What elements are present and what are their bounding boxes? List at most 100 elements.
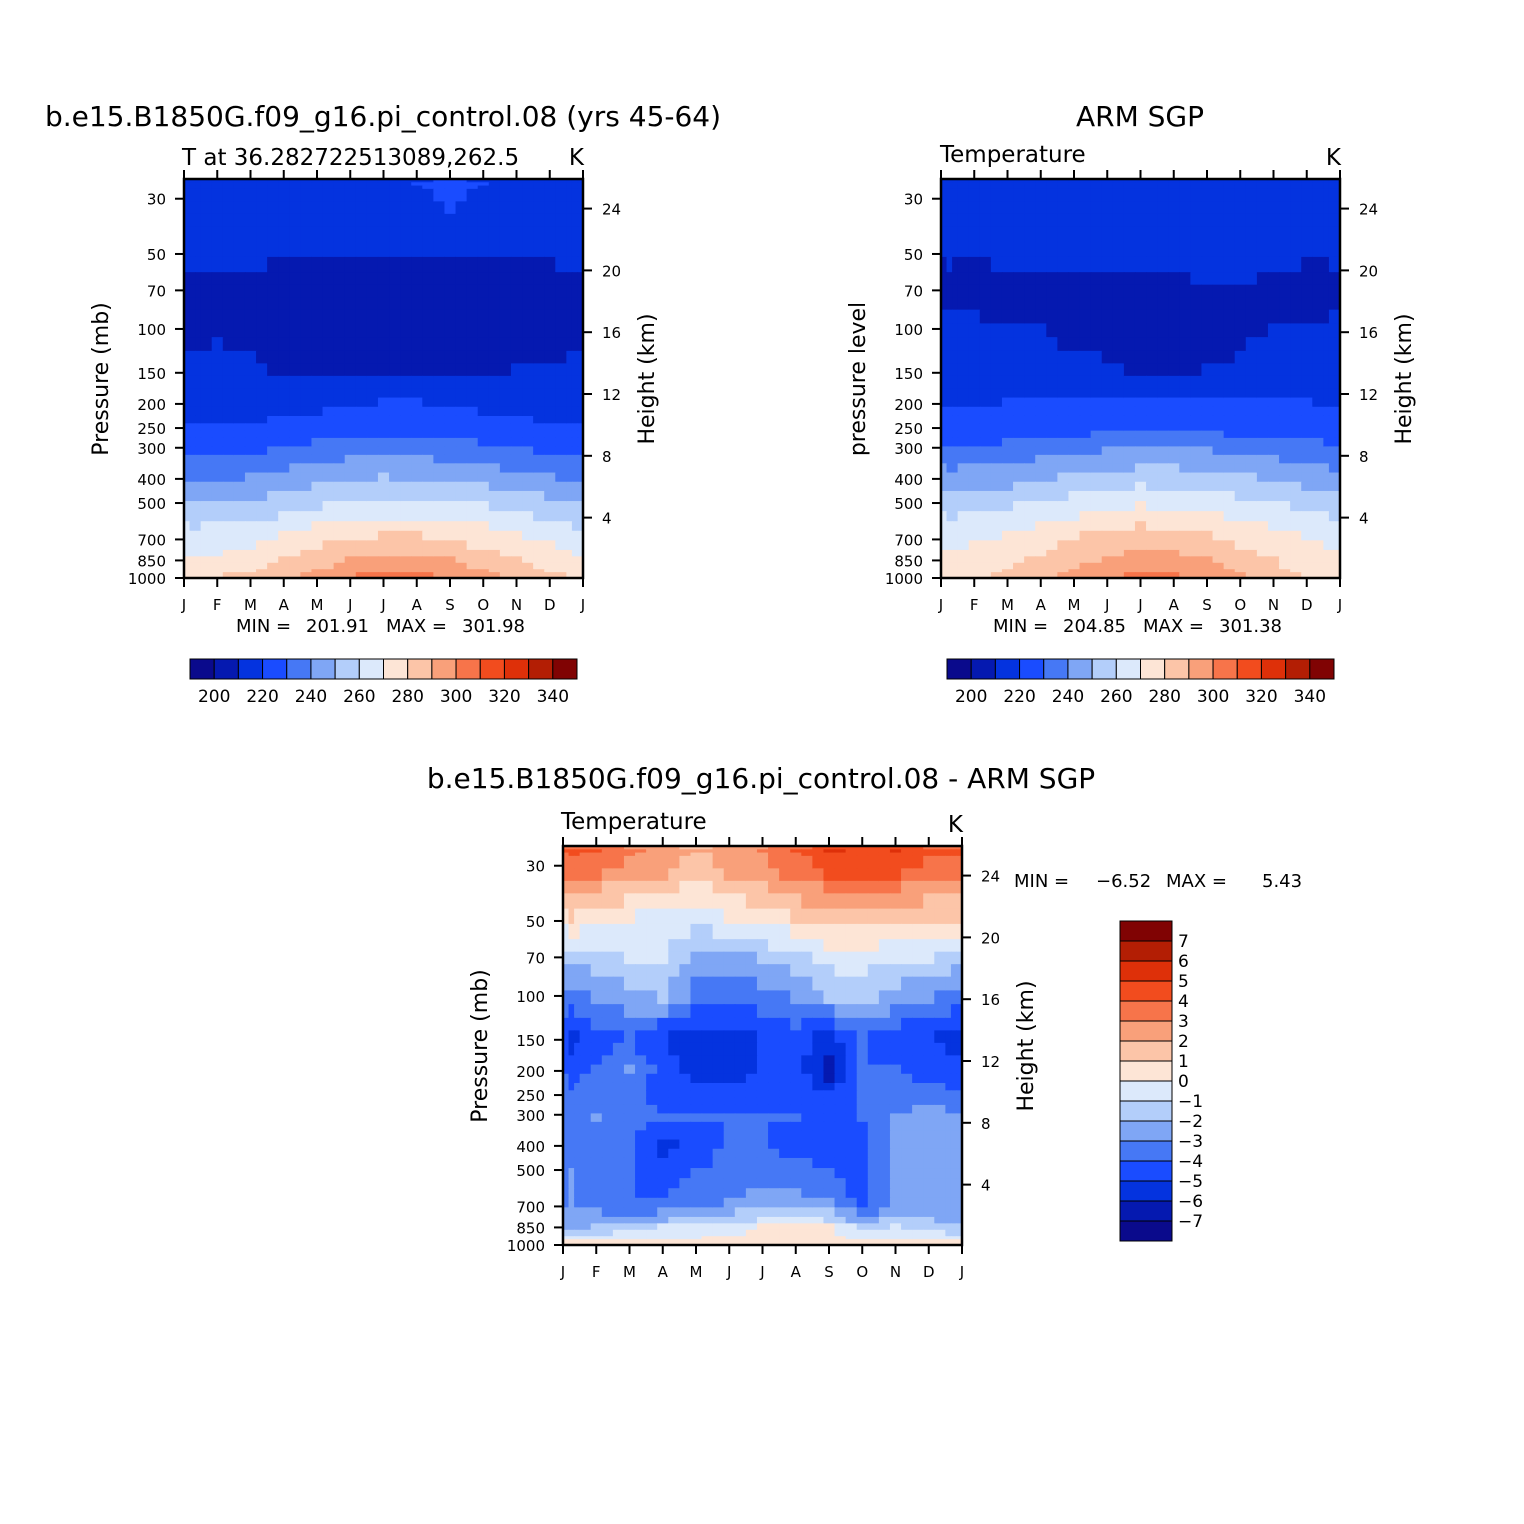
obs-cell <box>1234 406 1247 417</box>
diff-cell <box>623 849 636 854</box>
diff-cell <box>734 1229 747 1237</box>
obs-cell <box>1334 540 1340 551</box>
diff-cell <box>790 1082 802 1091</box>
obs-cell <box>1245 323 1258 338</box>
diff-cell <box>823 1097 836 1106</box>
diff-cell <box>945 868 952 882</box>
obs-cell <box>1290 446 1302 456</box>
diff-cell <box>756 1168 769 1179</box>
obs-cell <box>1334 188 1340 202</box>
model-cell <box>566 363 573 377</box>
obs-cell <box>1212 472 1225 483</box>
obs-cell <box>1146 430 1158 439</box>
diff-cell <box>801 1030 813 1044</box>
diff-cell <box>934 1207 946 1218</box>
obs-cell <box>1256 272 1269 286</box>
model-cell <box>499 540 512 551</box>
obs-cell <box>1334 556 1340 564</box>
diff-cell <box>745 1030 758 1044</box>
obs-cell <box>968 226 981 243</box>
obs-cell <box>1179 350 1191 364</box>
obs-cell <box>1068 572 1081 576</box>
model-cell <box>200 446 213 456</box>
diff-cell <box>823 893 836 910</box>
model-cell <box>571 350 579 364</box>
obs-cell <box>968 446 981 456</box>
diff-cell <box>579 846 592 850</box>
diff-cell <box>601 1178 614 1189</box>
diff-cell <box>889 1090 902 1099</box>
diff-cell <box>790 908 802 925</box>
obs-cell <box>946 481 953 492</box>
diff-cell <box>779 1139 791 1150</box>
diff-cell <box>823 964 836 978</box>
diff-cell <box>912 868 924 882</box>
model-cell <box>377 454 390 464</box>
model-cell <box>189 446 196 456</box>
diff-cell <box>745 964 758 978</box>
model-height-tick-label: 8 <box>602 448 612 466</box>
model-cell <box>289 226 301 243</box>
model-cell <box>477 572 490 576</box>
obs-cell <box>1046 454 1058 464</box>
model-cell <box>267 297 279 311</box>
obs-cell <box>1334 463 1340 474</box>
obs-cell <box>1013 549 1025 557</box>
diff-cell <box>612 1178 625 1189</box>
diff-cell <box>934 951 946 965</box>
model-cell <box>333 556 346 564</box>
obs-cell <box>1013 530 1025 541</box>
model-cell <box>333 454 346 464</box>
obs-cell <box>1157 185 1169 190</box>
model-cell <box>344 185 357 190</box>
obs-cell <box>968 179 981 183</box>
obs-cell <box>968 423 981 432</box>
diff-cell <box>889 868 902 882</box>
diff-cell <box>834 1097 847 1106</box>
obs-x-tick-label: J <box>1104 596 1109 614</box>
obs-cell <box>1223 562 1236 570</box>
model-cell <box>355 572 368 576</box>
obs-cell <box>1334 406 1340 417</box>
model-cell <box>411 284 423 298</box>
obs-cell <box>1168 201 1180 215</box>
model-cell <box>184 323 191 338</box>
diff-cell <box>790 951 802 965</box>
obs-cell <box>1035 323 1047 338</box>
obs-cell <box>1223 540 1236 551</box>
diff-left-subtitle: Temperature <box>560 809 707 835</box>
model-cell <box>510 182 523 187</box>
model-cell <box>571 297 579 311</box>
diff-cell <box>845 1055 858 1066</box>
diff-cell <box>834 1064 847 1075</box>
obs-cell <box>1134 569 1147 573</box>
obs-cell <box>1146 226 1158 243</box>
model-cell <box>256 185 268 190</box>
model-cell <box>577 201 583 215</box>
obs-cell <box>1245 309 1258 324</box>
model-cell <box>267 397 279 408</box>
model-y-tick-label: 200 <box>137 396 166 414</box>
diff-cell <box>934 1113 946 1123</box>
obs-cell <box>1212 521 1225 532</box>
diff-cell <box>901 990 913 1005</box>
model-cell <box>499 530 512 541</box>
model-cell <box>200 540 213 551</box>
diff-cell <box>856 1207 869 1218</box>
diff-cell <box>934 1030 946 1044</box>
obs-cell <box>1223 213 1236 227</box>
diff-cell <box>568 1121 575 1131</box>
obs-cell <box>1046 423 1058 432</box>
model-cell <box>466 415 479 424</box>
model-cell <box>544 388 556 399</box>
obs-cell <box>968 185 981 190</box>
model-cell <box>311 540 324 551</box>
diff-cell <box>923 1055 935 1066</box>
obs-cell <box>1334 446 1340 456</box>
obs-cell <box>1190 337 1203 352</box>
model-cell <box>577 575 583 578</box>
diff-cell <box>712 1104 725 1114</box>
obs-cell <box>1179 562 1191 570</box>
diff-cell <box>790 1090 802 1099</box>
diff-cell <box>878 964 891 978</box>
